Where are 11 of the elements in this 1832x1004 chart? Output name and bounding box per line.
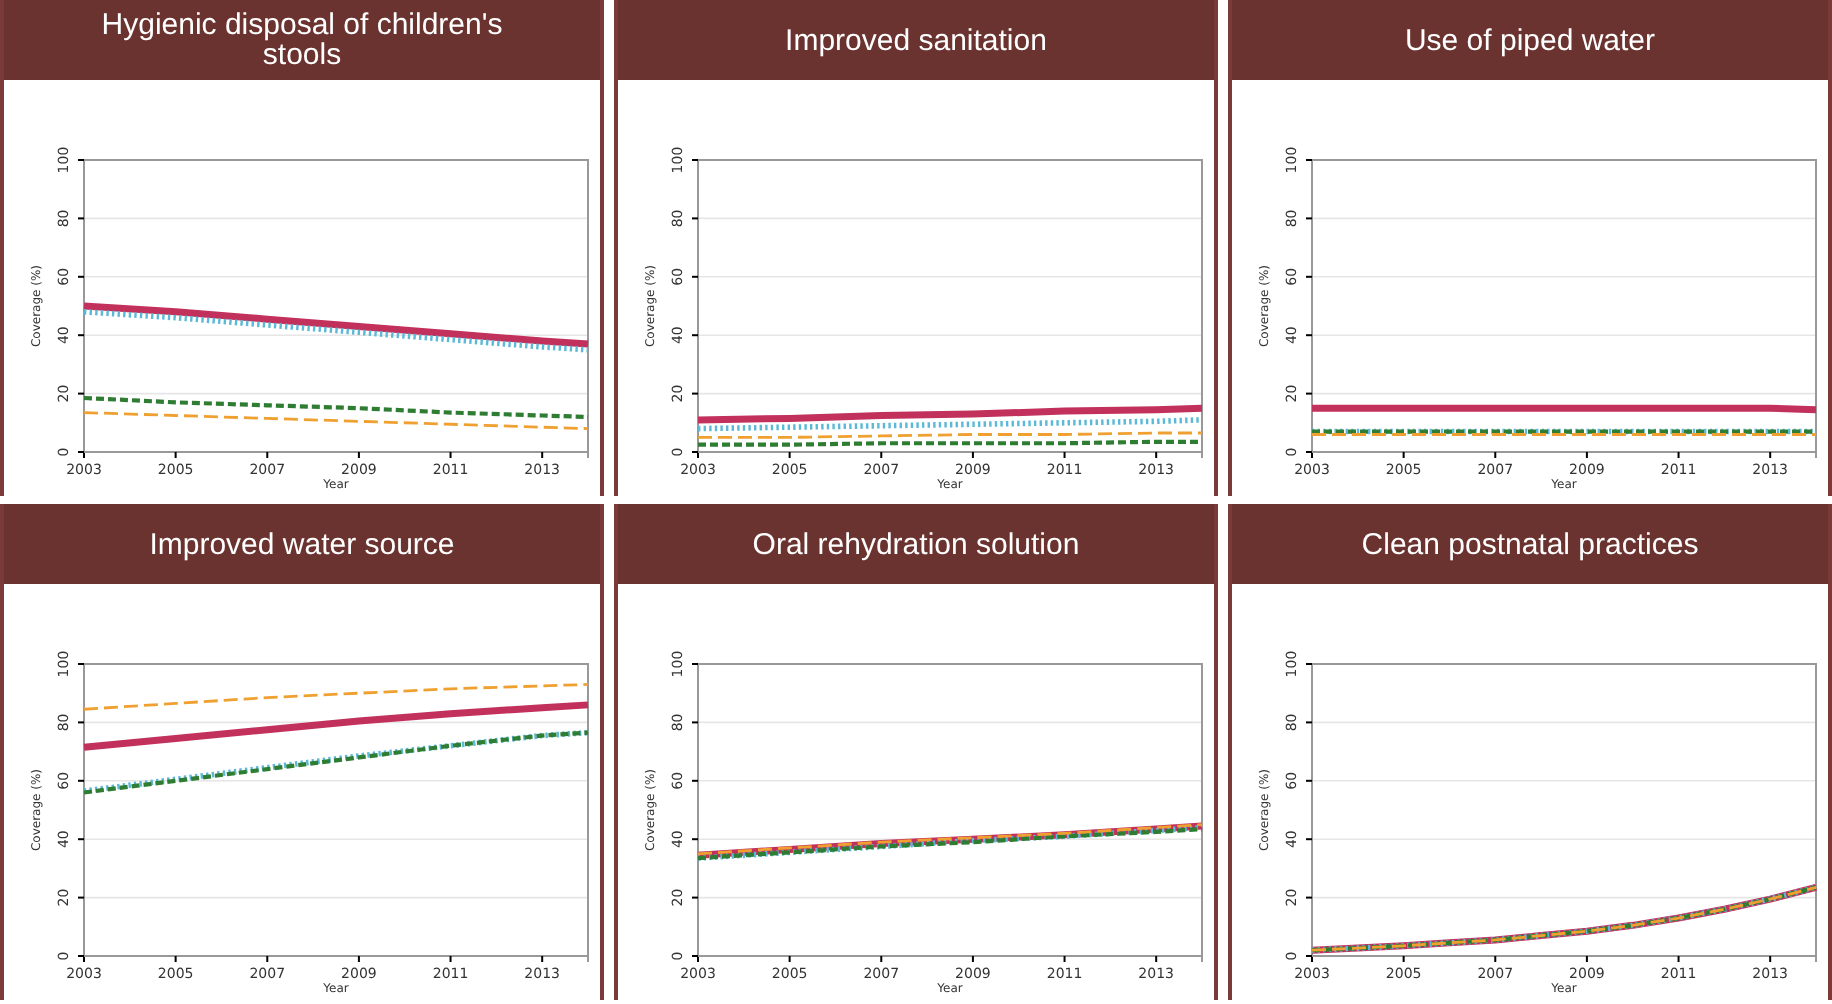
- chart-title: Use of piped water: [1232, 0, 1828, 80]
- line-series: [81, 309, 591, 353]
- chart-title: Clean postnatal practices: [1232, 504, 1828, 584]
- chart-title: Improved sanitation: [618, 0, 1214, 80]
- line-series: [82, 683, 590, 711]
- chart-title: Improved water source: [4, 504, 600, 584]
- line-series: [80, 302, 592, 348]
- chart-title: Hygienic disposal of children's stools: [4, 0, 600, 80]
- chart-title: Oral rehydration solution: [618, 504, 1214, 584]
- line-series: [80, 701, 592, 751]
- line-series: [82, 411, 590, 431]
